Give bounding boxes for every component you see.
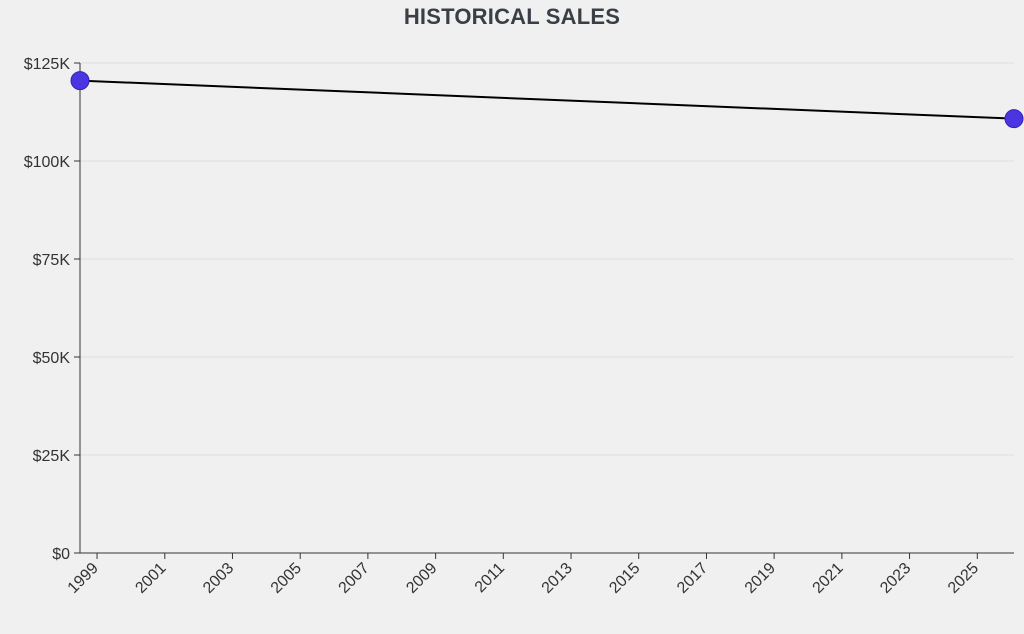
x-tick-label: 2025 xyxy=(945,560,982,597)
x-tick-label: 2011 xyxy=(472,560,508,596)
y-tick-label: $50K xyxy=(33,350,71,367)
x-tick-label: 2013 xyxy=(539,560,576,597)
data-point-marker[interactable] xyxy=(1004,109,1024,129)
x-tick-label: 2009 xyxy=(403,560,440,597)
x-tick-label: 2007 xyxy=(336,560,373,597)
series-line xyxy=(79,79,1015,120)
x-tick-label: 2021 xyxy=(810,560,847,597)
x-tick-label: 2023 xyxy=(877,560,914,597)
series-layer xyxy=(79,79,1015,120)
x-tick-label: 1999 xyxy=(65,560,102,597)
marker-layer xyxy=(70,71,1024,129)
x-tick-label: 2015 xyxy=(606,560,643,597)
x-tick-label: 2017 xyxy=(674,560,711,597)
y-tick-label: $0 xyxy=(52,546,70,563)
data-point-marker[interactable] xyxy=(70,71,90,91)
y-tick-label: $75K xyxy=(33,252,71,269)
y-tick-label: $125K xyxy=(24,56,71,73)
y-tick-label: $25K xyxy=(33,448,71,465)
axis-layer: $0 $25K $50K $75K $100K $125K 1999 2001 2003 2005… xyxy=(24,56,1014,597)
chart-title: HISTORICAL SALES xyxy=(403,4,621,29)
grid-layer xyxy=(80,62,1014,456)
y-tick-label: $100K xyxy=(24,154,71,171)
x-tick-label: 2019 xyxy=(742,560,779,597)
x-tick-label: 2001 xyxy=(132,560,169,597)
x-tick-label: 2003 xyxy=(200,560,237,597)
x-tick-label: 2005 xyxy=(268,560,305,597)
